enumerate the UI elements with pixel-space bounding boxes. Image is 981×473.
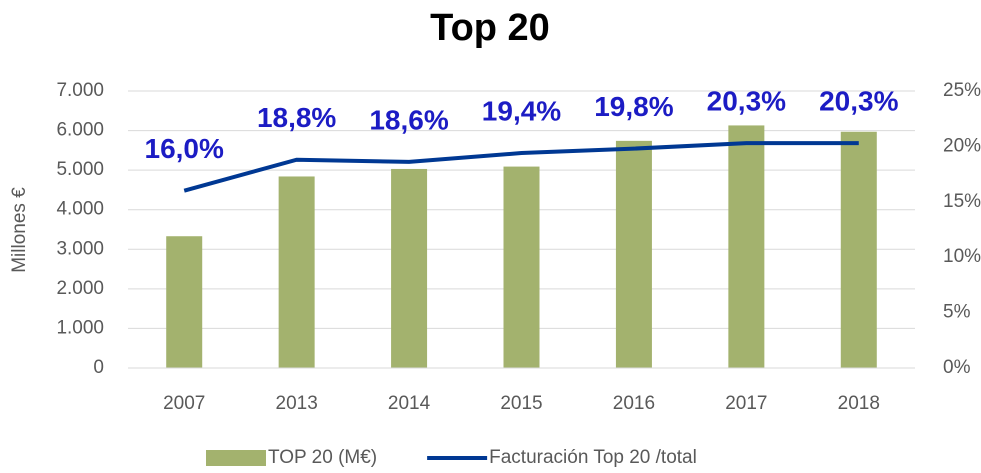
bar — [166, 236, 203, 368]
y2-tick-label: 20% — [943, 135, 981, 156]
y-tick-label: 1.000 — [56, 317, 104, 338]
data-label: 20,3% — [819, 85, 898, 116]
y-tick-label: 2.000 — [56, 278, 104, 299]
y2-tick-label: 25% — [943, 80, 981, 101]
legend-swatch — [206, 450, 266, 466]
bar — [728, 125, 765, 368]
chart-title: Top 20 — [430, 7, 550, 49]
legend-label: Facturación Top 20 /total — [489, 447, 697, 468]
y-axis-label: Millones € — [9, 187, 30, 273]
y-tick-label: 7.000 — [56, 80, 104, 101]
y-tick-label: 5.000 — [56, 159, 104, 180]
data-label: 18,6% — [369, 104, 448, 135]
y-tick-label: 3.000 — [56, 238, 104, 259]
y2-tick-label: 10% — [943, 246, 981, 267]
y2-tick-label: 5% — [943, 302, 971, 323]
data-label: 16,0% — [145, 133, 224, 164]
x-tick-label: 2013 — [276, 393, 318, 414]
data-label: 18,8% — [257, 102, 336, 133]
legend-label: TOP 20 (M€) — [268, 447, 377, 468]
x-tick-label: 2016 — [613, 393, 655, 414]
y-tick-label: 0 — [93, 357, 104, 378]
x-tick-label: 2017 — [725, 393, 767, 414]
bar — [840, 131, 877, 368]
y-tick-label: 4.000 — [56, 199, 104, 220]
y2-tick-label: 15% — [943, 191, 981, 212]
x-tick-label: 2014 — [388, 393, 431, 414]
x-tick-label: 2018 — [838, 393, 880, 414]
x-tick-label: 2007 — [163, 393, 205, 414]
y2-tick-label: 0% — [943, 357, 971, 378]
data-label: 19,4% — [482, 95, 561, 126]
line — [183, 141, 859, 193]
bar — [503, 166, 540, 368]
y-tick-label: 6.000 — [56, 120, 104, 141]
data-label: 20,3% — [707, 85, 786, 116]
x-tick-label: 2015 — [500, 393, 542, 414]
bar — [391, 168, 428, 368]
data-label: 19,8% — [594, 91, 673, 122]
bar — [615, 140, 652, 368]
bar — [278, 176, 315, 368]
